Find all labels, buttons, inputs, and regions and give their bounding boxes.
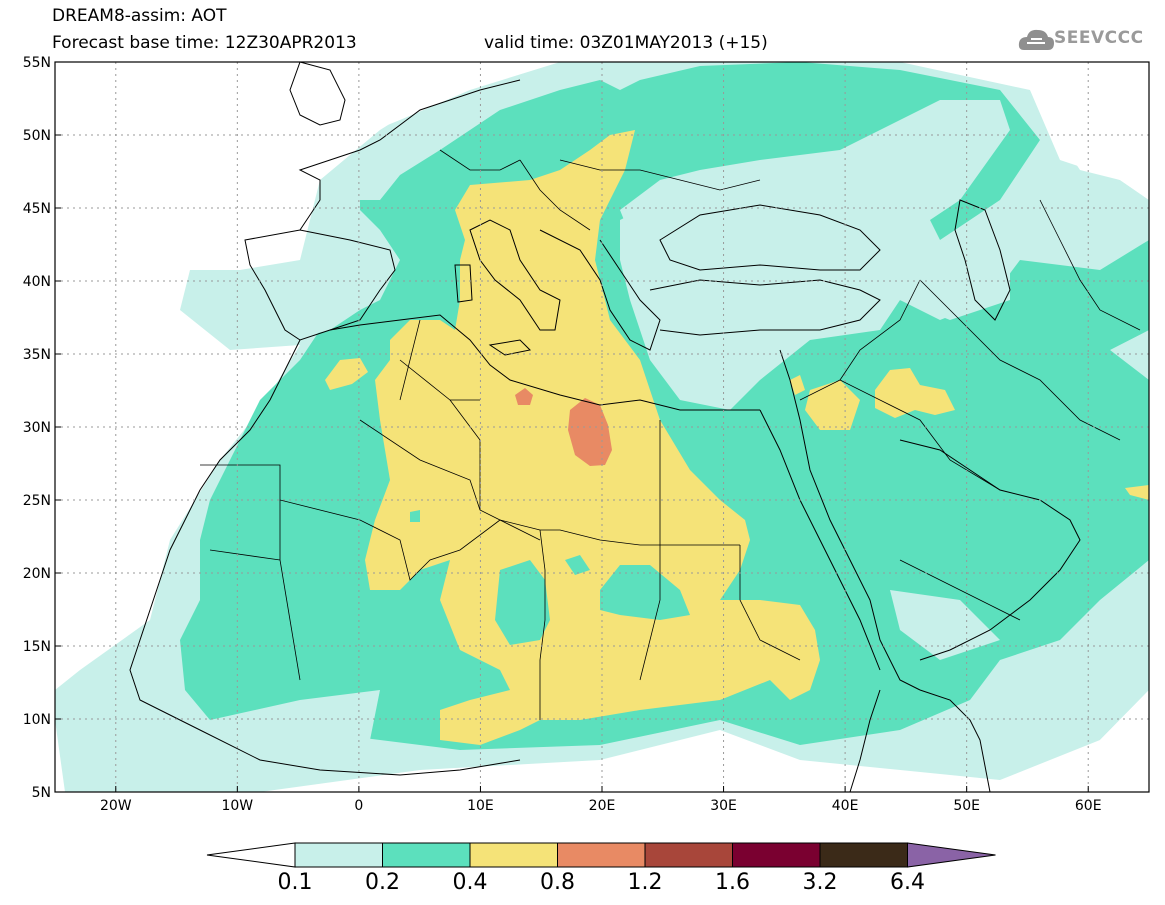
lat-tick-label: 45N <box>23 201 51 217</box>
lat-tick-label: 15N <box>23 639 51 655</box>
colorbar-box <box>819 842 908 868</box>
lon-tick-label: 30E <box>710 798 737 814</box>
borders <box>200 149 1141 720</box>
colorbar-label: 1.2 <box>628 870 663 895</box>
colorbar-box <box>469 842 558 868</box>
lon-axis: 20W 10W 0 10E 20E 30E 40E 50E 60E <box>100 786 1102 814</box>
logo-text: SEEVCCC <box>1054 28 1144 48</box>
lon-tick-label: 50E <box>953 798 980 814</box>
lon-tick-label: 0 <box>354 798 363 814</box>
lon-tick-label: 20E <box>589 798 616 814</box>
lat-axis: 55N 50N 45N 40N 35N 30N 25N 20N 15N 10N 5N <box>23 55 61 801</box>
map-title: DREAM8-assim: AOT <box>52 6 227 26</box>
forecast-base-time: Forecast base time: 12Z30APR2013 <box>52 33 357 53</box>
aot-region-0.8 <box>568 398 612 466</box>
coastlines <box>129 62 1081 792</box>
lat-tick-label: 40N <box>23 274 51 290</box>
lon-tick-label: 60E <box>1075 798 1102 814</box>
lat-tick-label: 50N <box>23 128 51 144</box>
colorbar-under-arrow <box>206 842 296 868</box>
cloud-logo-icon <box>1018 29 1054 50</box>
lat-tick-label: 35N <box>23 347 51 363</box>
lon-tick-label: 10E <box>467 798 494 814</box>
lat-tick-label: 25N <box>23 493 51 509</box>
lat-tick-label: 10N <box>23 712 51 728</box>
colorbar-label: 1.6 <box>715 870 750 895</box>
valid-time: valid time: 03Z01MAY2013 (+15) <box>484 33 768 53</box>
lat-tick-label: 5N <box>32 785 51 801</box>
colorbar-label: 0.8 <box>540 870 575 895</box>
lat-tick-label: 55N <box>23 55 51 71</box>
colorbar-label: 0.4 <box>453 870 488 895</box>
colorbar-label: 0.2 <box>365 870 400 895</box>
gridlines <box>55 62 1149 792</box>
lat-tick-label: 20N <box>23 566 51 582</box>
colorbar-label: 0.1 <box>278 870 313 895</box>
colorbar-box <box>382 842 471 868</box>
lon-tick-label: 20W <box>100 798 132 814</box>
colorbar-box <box>732 842 821 868</box>
lon-tick-label: 40E <box>832 798 859 814</box>
lon-tick-label: 10W <box>221 798 253 814</box>
colorbar-box <box>294 842 383 868</box>
colorbar-box <box>557 842 646 868</box>
colorbar-label: 3.2 <box>803 870 838 895</box>
colorbar-box <box>644 842 733 868</box>
colorbar-label: 6.4 <box>890 870 925 895</box>
lat-tick-label: 30N <box>23 420 51 436</box>
colorbar-over-arrow <box>907 842 996 868</box>
